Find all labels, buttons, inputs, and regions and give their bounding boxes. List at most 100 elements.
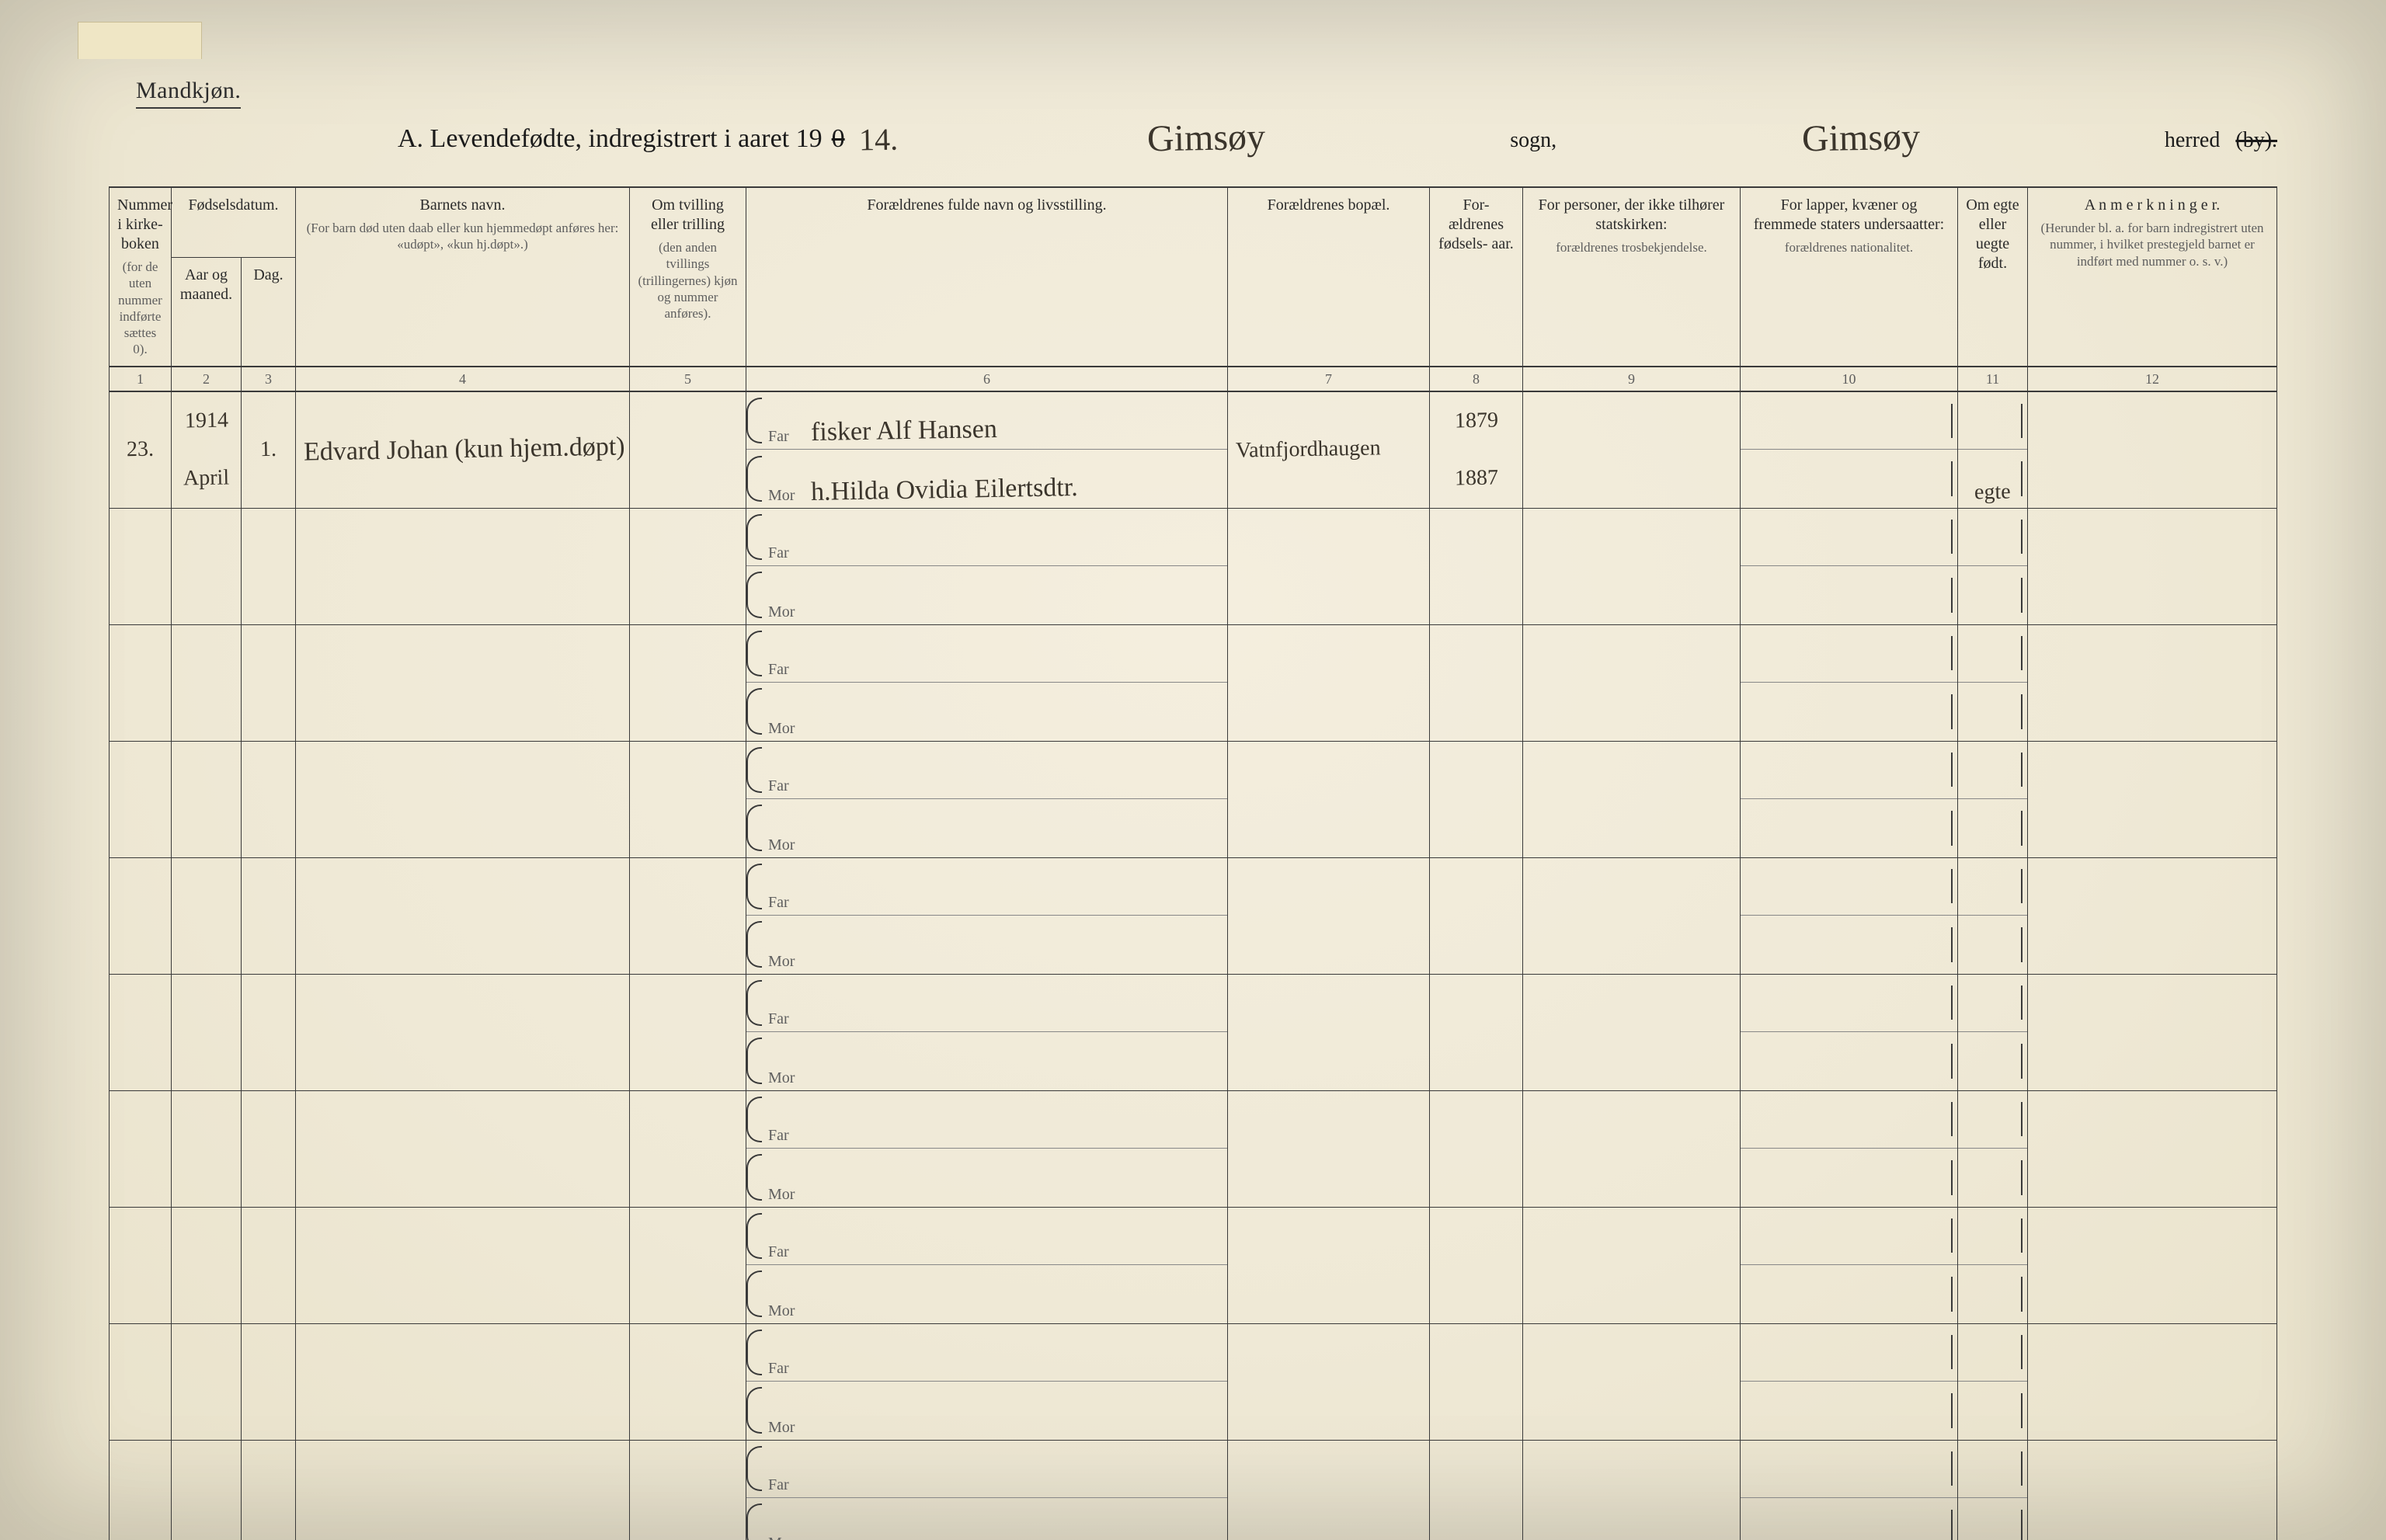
table-cell	[630, 508, 746, 624]
table-cell	[1958, 1207, 2028, 1323]
table-cell: 1.	[242, 391, 296, 508]
table-cell	[1958, 1440, 2028, 1540]
table-cell	[1430, 974, 1523, 1090]
table-cell	[2028, 857, 2277, 974]
far-label: Far	[768, 1476, 811, 1494]
col-num-5: 5	[630, 367, 746, 392]
table-cell: 1914 April	[172, 391, 242, 508]
table-cell	[2028, 1090, 2277, 1207]
scan-page: Mandkjøn. A. Levendefødte, indregistrert…	[0, 0, 2386, 1540]
table-cell	[1228, 1207, 1430, 1323]
col-head-9: For personer, der ikke tilhører statskir…	[1523, 187, 1741, 367]
table-cell	[2028, 1207, 2277, 1323]
col-num-1: 1	[110, 367, 172, 392]
col-head-12: A n m e r k n i n g e r. (Herunder bl. a…	[2028, 187, 2277, 367]
col-num-7: 7	[1228, 367, 1430, 392]
col-head-4-text: Barnets navn.	[420, 196, 506, 214]
table-cell	[1430, 1090, 1523, 1207]
col-head-12-text: A n m e r k n i n g e r.	[2085, 196, 2220, 214]
table-cell	[1523, 508, 1741, 624]
table-cell: Far Mor	[746, 1207, 1228, 1323]
table-cell: Far Mor	[746, 624, 1228, 741]
table-cell	[242, 857, 296, 974]
table-cell	[242, 1440, 296, 1540]
table-cell	[1430, 624, 1523, 741]
table-cell	[242, 741, 296, 857]
table-cell	[1228, 974, 1430, 1090]
table-cell	[630, 974, 746, 1090]
table-cell	[630, 1323, 746, 1440]
table-row: Far Mor	[110, 741, 2277, 857]
table-cell	[1958, 1323, 2028, 1440]
table-cell	[1523, 1323, 1741, 1440]
table-cell	[1741, 1323, 1958, 1440]
mother-name: h.Hilda Ovidia Eilertsdtr.	[811, 473, 1078, 507]
table-cell	[1430, 857, 1523, 974]
table-cell	[1228, 624, 1430, 741]
table-cell	[2028, 508, 2277, 624]
table-head: Nummer i kirke- boken (for de uten numme…	[110, 187, 2277, 391]
col-head-12-sub: (Herunder bl. a. for barn indregistrert …	[2036, 220, 2269, 269]
table-cell	[1430, 1323, 1523, 1440]
table-cell	[1958, 508, 2028, 624]
table-row: Far Mor	[110, 1207, 2277, 1323]
table-cell	[172, 1207, 242, 1323]
table-cell: Far Mor	[746, 1090, 1228, 1207]
table-cell	[1741, 624, 1958, 741]
table-cell	[1523, 624, 1741, 741]
table-body: 23. 1914 April 1.Edvard Johan (kun hjem.…	[110, 391, 2277, 1540]
table-cell	[172, 508, 242, 624]
table-cell	[1430, 508, 1523, 624]
table-cell	[242, 1207, 296, 1323]
mor-label: Mor	[768, 1419, 811, 1437]
title-line: A. Levendefødte, indregistrert i aaret 1…	[109, 116, 2277, 154]
mor-label: Mor	[768, 603, 811, 621]
table-cell	[1958, 857, 2028, 974]
year-overstrike: 0	[832, 124, 845, 154]
far-label: Far	[768, 1127, 811, 1145]
table-cell	[110, 1207, 172, 1323]
table-row: Far Mor	[110, 1440, 2277, 1540]
col-num-12: 12	[2028, 367, 2277, 392]
table-cell	[2028, 1440, 2277, 1540]
table-cell: Far Mor	[746, 508, 1228, 624]
herred-handwritten: Gimsøy	[1796, 119, 1925, 158]
table-cell	[296, 974, 630, 1090]
entry-year: 1914	[184, 408, 228, 434]
table-cell	[1523, 1440, 1741, 1540]
table-cell: Vatnfjordhaugen	[1228, 391, 1430, 508]
col-num-3: 3	[242, 367, 296, 392]
father-name: fisker Alf Hansen	[811, 415, 997, 447]
table-cell	[630, 391, 746, 508]
table-cell	[1523, 974, 1741, 1090]
mor-label: Mor	[768, 487, 811, 505]
col-head-5-text: Om tvilling eller trilling	[651, 196, 725, 233]
legitimacy: egte	[1974, 479, 2011, 505]
table-cell	[1228, 1323, 1430, 1440]
col-head-2: Aar og maaned.	[172, 258, 242, 367]
table-cell: Far Mor	[746, 741, 1228, 857]
mor-label: Mor	[768, 1302, 811, 1320]
table-cell	[1430, 1440, 1523, 1540]
page-header: Mandkjøn. A. Levendefødte, indregistrert…	[109, 78, 2277, 186]
col-num-2: 2	[172, 367, 242, 392]
table-cell	[172, 624, 242, 741]
table-cell	[1958, 974, 2028, 1090]
col-head-5-sub: (den anden tvillings (trillingernes) kjø…	[638, 239, 738, 322]
table-cell	[110, 857, 172, 974]
table-cell	[1228, 741, 1430, 857]
table-cell	[1741, 508, 1958, 624]
table-cell	[242, 1323, 296, 1440]
col-head-11: Om egte eller uegte født.	[1958, 187, 2028, 367]
table-cell	[1958, 624, 2028, 741]
col-head-9-sub: forældrenes trosbekjendelse.	[1531, 239, 1732, 256]
mother-birthyear: 1887	[1454, 466, 1498, 492]
table-cell	[1741, 391, 1958, 508]
table-cell: Far Mor	[746, 1440, 1228, 1540]
table-cell	[1741, 974, 1958, 1090]
table-cell	[1228, 508, 1430, 624]
col-num-9: 9	[1523, 367, 1741, 392]
sogn-handwritten: Gimsøy	[1143, 119, 1271, 158]
sogn-label: sogn,	[1510, 128, 1556, 153]
table-cell	[1228, 1090, 1430, 1207]
